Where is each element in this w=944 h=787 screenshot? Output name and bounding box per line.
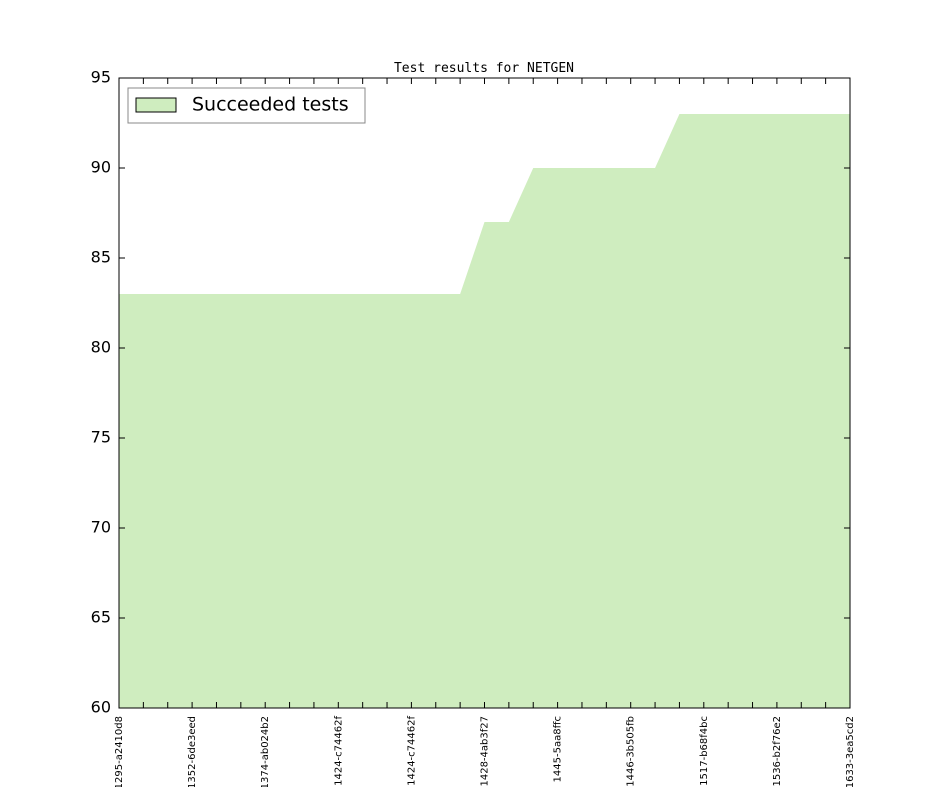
y-tick-label: 80 [91, 338, 111, 357]
x-tick-label: 1536-b2f76e2 [772, 716, 783, 787]
chart-title: Test results for NETGEN [394, 61, 574, 76]
x-tick-label: 1295-a2410d8 [114, 716, 125, 787]
x-tick-label: 1446-3b505fb [626, 716, 637, 787]
y-tick-label: 85 [91, 248, 111, 267]
x-tick-label: 1445-5aa8ffc [553, 716, 564, 782]
y-tick-label: 70 [91, 518, 111, 537]
y-tick-label: 65 [91, 608, 111, 627]
y-tick-label: 75 [91, 428, 111, 447]
x-tick-label: 1424-c74462f [333, 716, 344, 786]
x-tick-label: 1633-3ea5cd2 [845, 716, 856, 787]
x-tick-label: 1428-4ab3f27 [480, 716, 491, 787]
x-tick-label: 1424-c74462f [406, 716, 417, 786]
x-tick-label: 1352-6de3eed [187, 716, 198, 787]
legend-swatch [135, 97, 177, 113]
x-tick-label: 1517-b68f4bc [699, 716, 710, 786]
area [119, 114, 850, 708]
y-tick-label: 60 [91, 698, 111, 717]
x-tick-label: 1374-ab024b2 [260, 716, 271, 787]
y-tick-label: 90 [91, 158, 111, 177]
legend-label: Succeeded tests [192, 94, 349, 116]
y-tick-label: 95 [91, 68, 111, 87]
